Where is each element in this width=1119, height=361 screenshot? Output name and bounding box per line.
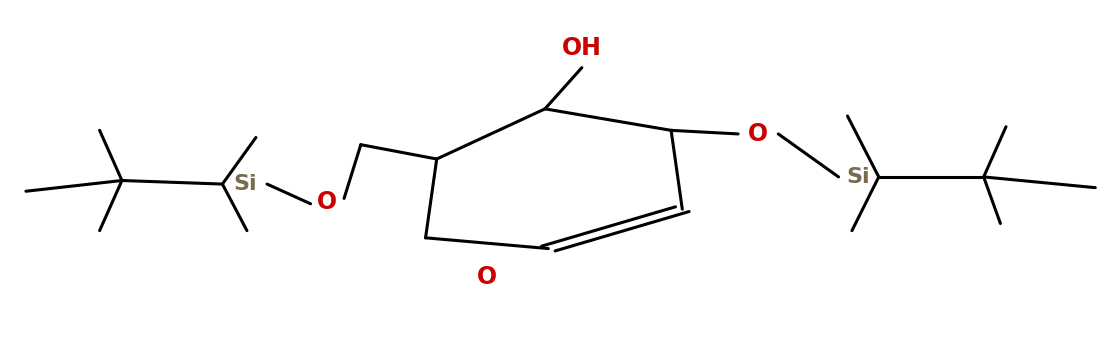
Text: Si: Si xyxy=(847,167,871,187)
Text: O: O xyxy=(477,265,497,289)
Text: O: O xyxy=(318,190,338,214)
Text: OH: OH xyxy=(562,36,602,60)
Text: Si: Si xyxy=(233,174,256,194)
Text: O: O xyxy=(749,122,769,146)
